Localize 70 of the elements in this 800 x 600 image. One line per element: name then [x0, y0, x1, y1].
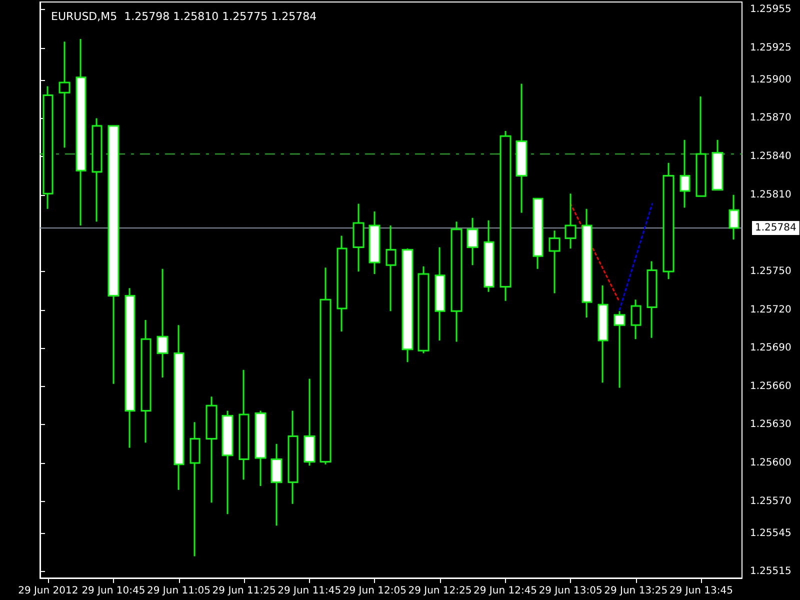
candlestick	[76, 38, 86, 226]
candlestick	[156, 268, 168, 378]
candlestick	[500, 130, 512, 302]
candlestick	[254, 410, 266, 487]
y-tick-label: 1.25690	[750, 342, 792, 354]
candlestick	[140, 319, 152, 444]
ref-line-label: 1.25784	[755, 222, 796, 234]
candlestick	[288, 410, 298, 505]
candlestick	[564, 192, 576, 250]
candlestick	[402, 248, 414, 363]
text: EURUSD,M5 1.25798 1.25810 1.25775 1.25784	[51, 10, 317, 23]
y-tick-label: 1.25750	[750, 266, 792, 277]
candlestick	[124, 287, 136, 448]
candlestick	[270, 443, 282, 526]
candlestick	[368, 210, 380, 275]
y-tick-label: 1.25515	[750, 566, 792, 578]
y-tick-label: 1.25900	[750, 74, 792, 86]
y-tick-label: 1.25545	[750, 528, 792, 539]
candlestick	[516, 82, 528, 214]
y-tick-label: 1.25955	[750, 4, 792, 16]
candlestick	[222, 410, 234, 515]
candlestick	[680, 139, 690, 208]
y-tick-label: 1.25870	[750, 112, 792, 124]
candlestick	[336, 234, 348, 332]
candlestick	[190, 421, 200, 558]
candlestick	[582, 208, 592, 318]
candlestick	[450, 220, 462, 342]
y-tick-label: 1.25925	[750, 42, 792, 54]
x-tick-label: 29 Jun 11:45	[278, 586, 342, 596]
x-tick-label: 29 Jun 10:45	[82, 586, 146, 596]
y-tick-label: 1.25810	[750, 189, 792, 200]
candlestick	[662, 162, 674, 280]
y-tick-label: 1.25570	[750, 496, 792, 507]
candlestick	[548, 230, 560, 294]
candlestick	[320, 266, 332, 466]
y-tick-label: 1.25660	[750, 380, 792, 392]
x-tick-label: 29 Jun 11:25	[212, 586, 276, 596]
candlestick	[206, 396, 218, 504]
candlestick	[434, 246, 446, 342]
candlestick	[304, 378, 316, 466]
x-tick-label: 29 Jun 11:05	[147, 586, 211, 596]
candlestick	[598, 284, 608, 384]
candlestick	[696, 96, 706, 197]
candlestick	[418, 266, 430, 354]
candlestick	[614, 310, 626, 388]
candlestick	[484, 220, 494, 293]
x-tick-label: 29 Jun 13:05	[538, 586, 602, 596]
candlestick	[630, 298, 642, 340]
y-tick-label: 1.25720	[750, 304, 792, 316]
candlestick	[386, 224, 396, 312]
y-tick-label: 1.25600	[750, 458, 792, 469]
candlestick	[532, 198, 544, 270]
candlestick	[92, 117, 102, 222]
candlestick	[728, 194, 740, 240]
candlestick	[646, 260, 658, 339]
candlestick	[352, 203, 364, 272]
x-tick-label: 29 Jun 12:25	[408, 586, 472, 596]
candlestick	[58, 40, 70, 148]
x-tick-label: 29 Jun 2012	[18, 586, 78, 596]
candlestick	[466, 217, 478, 266]
x-tick-label: 29 Jun 12:45	[474, 586, 538, 596]
y-tick-label: 1.25630	[750, 419, 792, 430]
candlestick	[174, 324, 184, 491]
candlestick	[108, 125, 120, 385]
x-tick-label: 29 Jun 12:05	[342, 586, 406, 596]
x-tick-label: 29 Jun 13:25	[604, 586, 668, 596]
candlestick	[238, 369, 250, 480]
x-tick-label: 29 Jun 13:45	[669, 586, 733, 596]
y-tick-label: 1.25840	[750, 151, 792, 162]
candlestick	[712, 139, 724, 190]
